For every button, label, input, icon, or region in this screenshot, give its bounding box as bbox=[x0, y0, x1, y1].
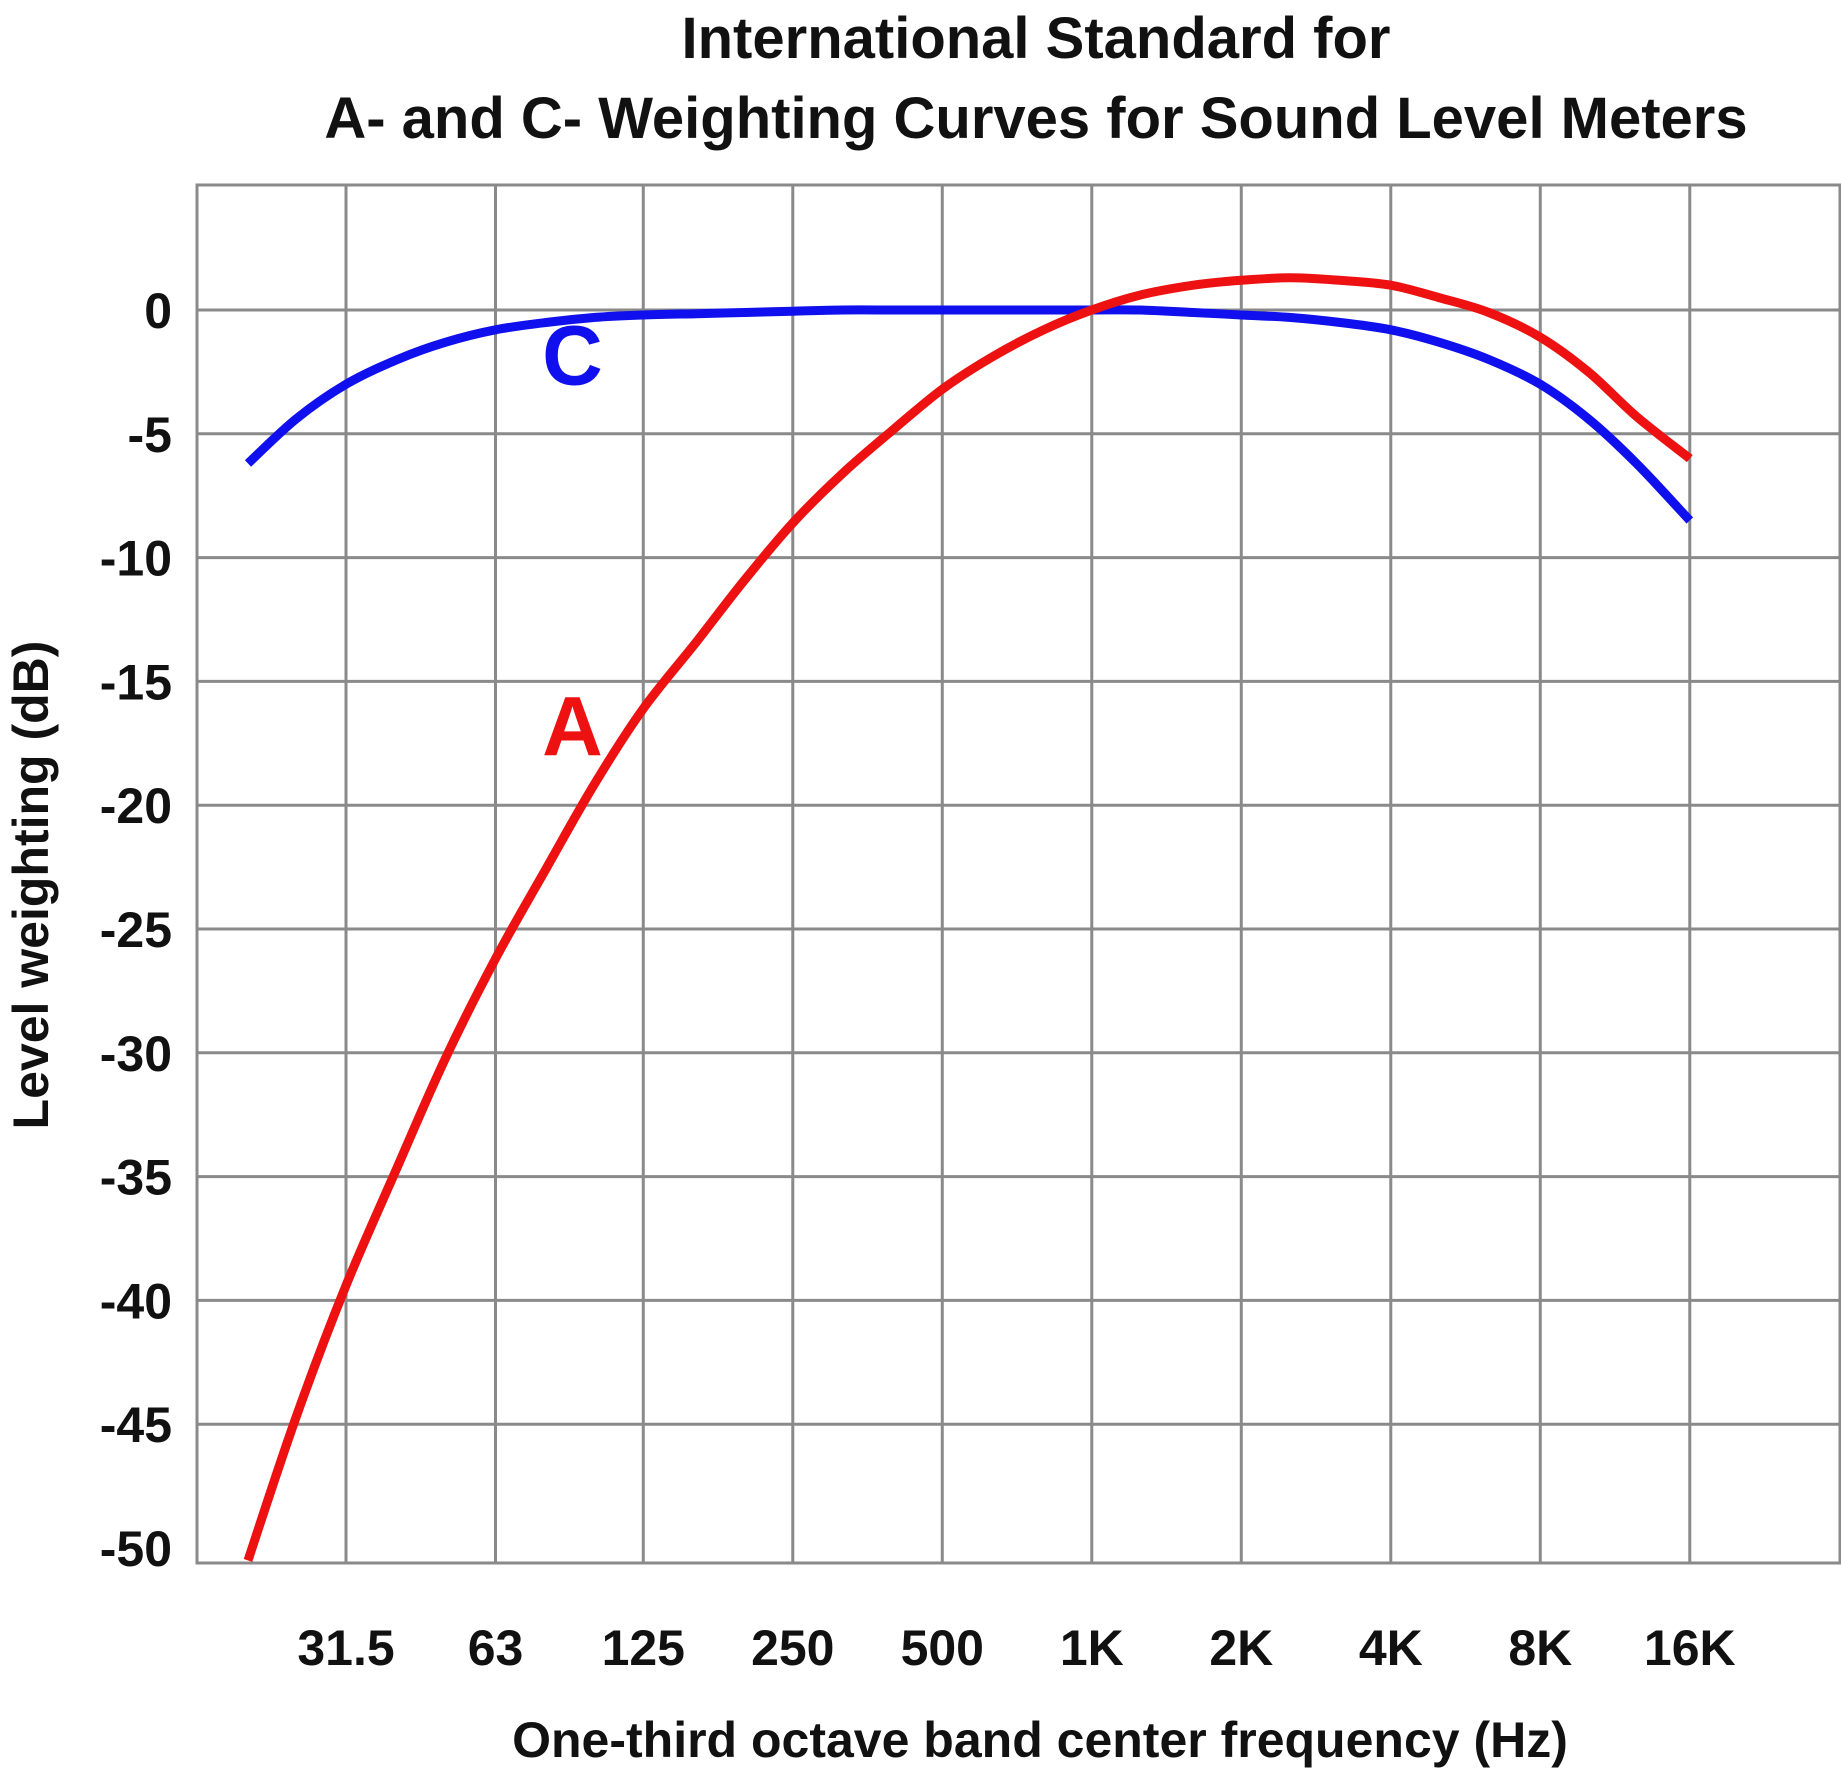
x-axis-label: One-third octave band center frequency (… bbox=[512, 1712, 1568, 1768]
y-tick--35: -35 bbox=[100, 1150, 172, 1206]
x-tick-31.5: 31.5 bbox=[297, 1620, 394, 1676]
y-tick--40: -40 bbox=[100, 1273, 172, 1329]
x-tick-labels: 31.5 63 125 250 500 1K 2K 4K 8K 16K bbox=[297, 1620, 1735, 1676]
x-tick-500: 500 bbox=[901, 1620, 984, 1676]
x-tick-2K: 2K bbox=[1209, 1620, 1273, 1676]
x-tick-1K: 1K bbox=[1060, 1620, 1124, 1676]
y-tick--25: -25 bbox=[100, 902, 172, 958]
y-tick--45: -45 bbox=[100, 1397, 172, 1453]
y-tick--20: -20 bbox=[100, 778, 172, 834]
y-tick-labels: 0 -5 -10 -15 -20 -25 -30 -35 -40 -45 -50 bbox=[100, 283, 172, 1577]
y-tick--10: -10 bbox=[100, 531, 172, 587]
plot-frame bbox=[195, 183, 1841, 1565]
y-tick--15: -15 bbox=[100, 654, 172, 710]
y-tick-0: 0 bbox=[144, 283, 172, 339]
x-tick-125: 125 bbox=[602, 1620, 685, 1676]
y-tick--50: -50 bbox=[100, 1521, 172, 1577]
y-tick--30: -30 bbox=[100, 1026, 172, 1082]
series-C-curve bbox=[244, 305, 1694, 524]
chart-title-line-2: A- and C- Weighting Curves for Sound Lev… bbox=[324, 86, 1747, 151]
series-layer: CA bbox=[243, 273, 1694, 1562]
series-A-curve bbox=[243, 273, 1693, 1562]
y-tick--5: -5 bbox=[128, 407, 172, 463]
grid bbox=[197, 185, 1840, 1563]
x-tick-16K: 16K bbox=[1644, 1620, 1736, 1676]
x-tick-4K: 4K bbox=[1359, 1620, 1423, 1676]
chart-title-line-1: International Standard for bbox=[682, 6, 1391, 71]
x-tick-250: 250 bbox=[751, 1620, 834, 1676]
x-tick-8K: 8K bbox=[1508, 1620, 1572, 1676]
x-tick-63: 63 bbox=[468, 1620, 524, 1676]
series-C-label: C bbox=[542, 308, 603, 402]
y-axis-label: Level weighting (dB) bbox=[3, 641, 59, 1130]
series-A-label: A bbox=[542, 680, 603, 774]
